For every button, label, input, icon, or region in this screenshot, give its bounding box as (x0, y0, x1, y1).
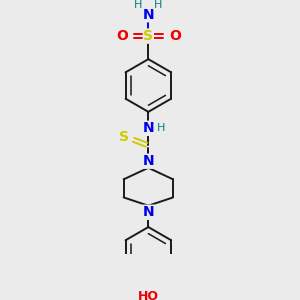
Text: H: H (154, 0, 162, 10)
Text: N: N (142, 121, 154, 135)
Text: N: N (142, 8, 154, 22)
Text: O: O (169, 29, 181, 43)
Text: N: N (142, 205, 154, 219)
Text: H: H (134, 0, 143, 10)
Text: O: O (116, 29, 128, 43)
Text: S: S (119, 130, 130, 144)
Text: S: S (143, 29, 153, 43)
Text: H: H (157, 123, 166, 133)
Text: HO: HO (138, 290, 159, 300)
Text: N: N (142, 154, 154, 168)
